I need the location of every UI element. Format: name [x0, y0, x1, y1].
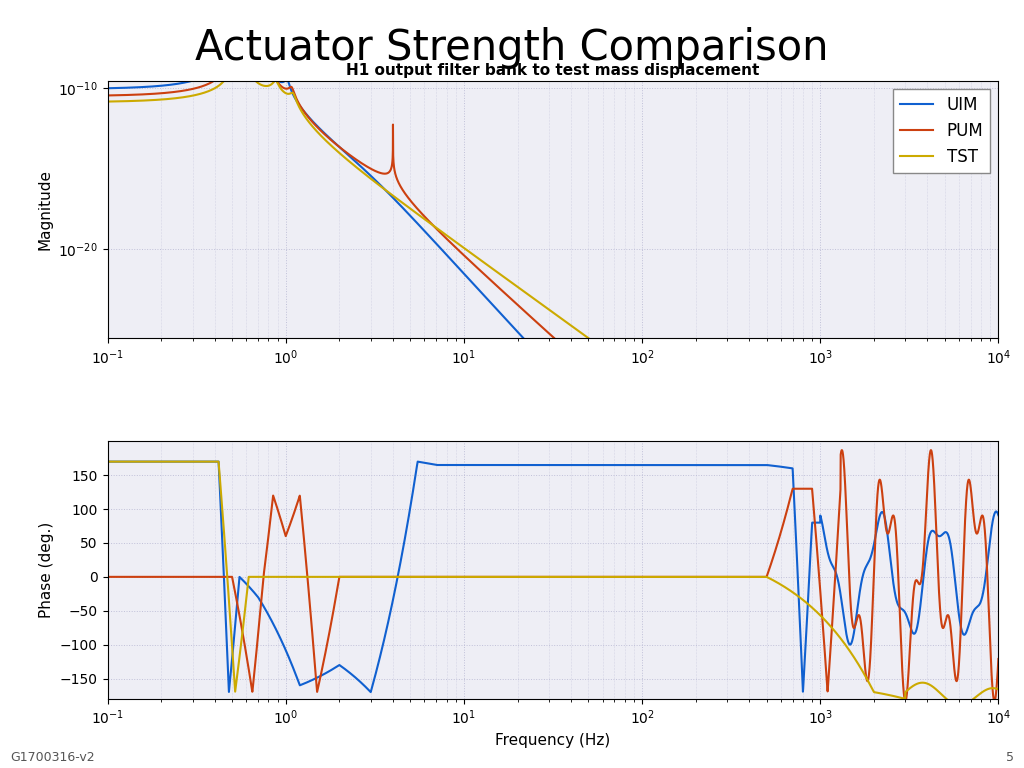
- TST: [668, 395, 680, 404]
- TST: [243, 66, 255, 75]
- Title: H1 output filter bank to test mass displacement: H1 output filter bank to test mass displ…: [346, 63, 760, 78]
- PUM: [629, 406, 641, 415]
- Text: 5: 5: [1006, 751, 1014, 764]
- Y-axis label: Phase (deg.): Phase (deg.): [39, 522, 54, 618]
- TST: [992, 630, 1005, 639]
- TST: [146, 95, 159, 104]
- PUM: [762, 525, 774, 535]
- UIM: [629, 455, 641, 464]
- TST: [762, 463, 774, 472]
- UIM: [424, 233, 436, 242]
- UIM: [668, 496, 680, 505]
- Line: TST: TST: [108, 71, 998, 634]
- Line: PUM: PUM: [108, 65, 998, 740]
- UIM: [810, 650, 822, 659]
- TST: [424, 219, 436, 228]
- TST: [101, 97, 114, 106]
- PUM: [240, 60, 252, 69]
- Y-axis label: Magnitude: Magnitude: [38, 169, 52, 250]
- UIM: [216, 51, 228, 61]
- PUM: [992, 735, 1005, 744]
- PUM: [424, 218, 436, 227]
- X-axis label: Frequency (Hz): Frequency (Hz): [496, 733, 610, 748]
- Text: G1700316-v2: G1700316-v2: [10, 751, 95, 764]
- TST: [629, 367, 641, 376]
- UIM: [762, 598, 774, 607]
- PUM: [810, 569, 822, 578]
- PUM: [101, 91, 114, 100]
- Line: UIM: UIM: [108, 56, 998, 768]
- PUM: [668, 442, 680, 451]
- UIM: [101, 84, 114, 93]
- TST: [810, 498, 822, 507]
- Legend: UIM, PUM, TST: UIM, PUM, TST: [893, 89, 990, 173]
- Text: Actuator Strength Comparison: Actuator Strength Comparison: [196, 27, 828, 69]
- UIM: [146, 82, 159, 91]
- PUM: [146, 89, 159, 98]
